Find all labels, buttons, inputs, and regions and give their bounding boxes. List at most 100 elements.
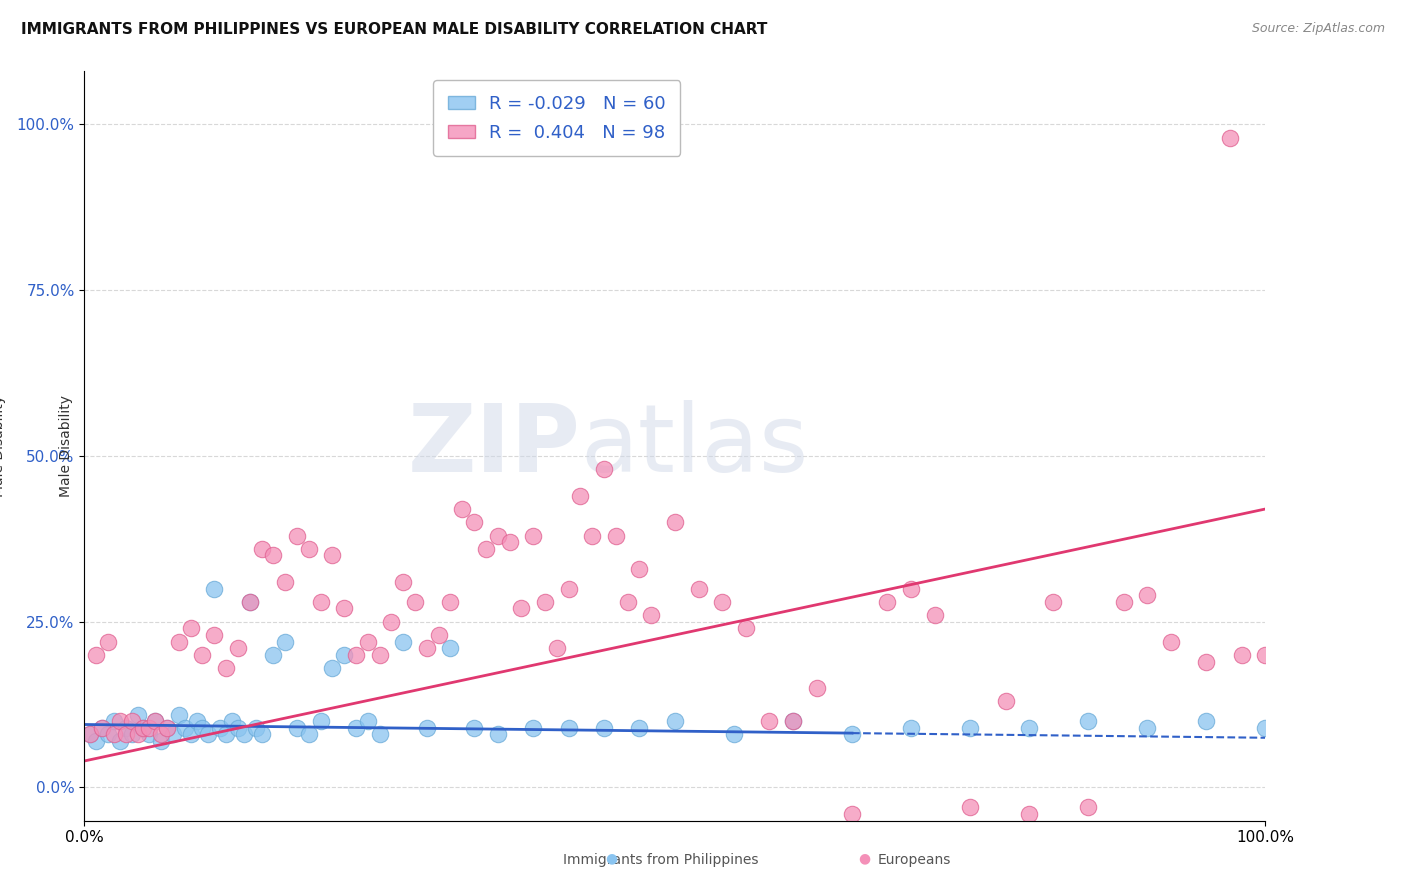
Point xyxy=(262,549,284,563)
Point xyxy=(368,648,391,662)
Point xyxy=(357,634,380,648)
Point xyxy=(664,515,686,529)
Point xyxy=(186,714,208,728)
Point xyxy=(309,714,332,728)
Point xyxy=(1160,634,1182,648)
Point xyxy=(250,727,273,741)
Point xyxy=(782,714,804,728)
Point xyxy=(841,727,863,741)
Point xyxy=(150,727,173,741)
Point xyxy=(593,721,616,735)
Point xyxy=(121,727,143,741)
Point xyxy=(416,641,439,656)
Point xyxy=(734,621,756,635)
Point xyxy=(416,721,439,735)
Text: ZIP: ZIP xyxy=(408,400,581,492)
Point xyxy=(664,714,686,728)
Text: Immigrants from Philippines: Immigrants from Philippines xyxy=(562,853,759,867)
Point xyxy=(191,721,214,735)
Point xyxy=(298,727,321,741)
Point xyxy=(84,734,107,748)
Text: Europeans: Europeans xyxy=(877,853,950,867)
Point xyxy=(274,634,297,648)
Point xyxy=(486,727,509,741)
Point xyxy=(900,582,922,596)
Point xyxy=(1018,807,1040,822)
Text: IMMIGRANTS FROM PHILIPPINES VS EUROPEAN MALE DISABILITY CORRELATION CHART: IMMIGRANTS FROM PHILIPPINES VS EUROPEAN … xyxy=(21,22,768,37)
Point xyxy=(392,634,415,648)
Point xyxy=(463,515,485,529)
Point xyxy=(841,807,863,822)
Point xyxy=(510,601,533,615)
Point xyxy=(127,727,149,741)
Point xyxy=(239,595,262,609)
Y-axis label: Male Disability: Male Disability xyxy=(0,395,6,497)
Point xyxy=(723,727,745,741)
Point xyxy=(79,727,101,741)
Point xyxy=(1254,648,1277,662)
Point xyxy=(569,489,592,503)
Point xyxy=(475,541,498,556)
Point xyxy=(180,621,202,635)
Point xyxy=(581,528,603,542)
Point xyxy=(132,721,155,735)
Point xyxy=(202,582,225,596)
Point xyxy=(108,714,131,728)
Point xyxy=(427,628,450,642)
Point xyxy=(143,714,166,728)
Point xyxy=(1136,721,1159,735)
Point xyxy=(959,800,981,814)
Point xyxy=(1254,721,1277,735)
Point xyxy=(226,641,249,656)
Point xyxy=(1077,714,1099,728)
Point xyxy=(1195,655,1218,669)
Point xyxy=(285,528,308,542)
Point xyxy=(368,727,391,741)
Point xyxy=(357,714,380,728)
Point xyxy=(758,714,780,728)
Point xyxy=(121,714,143,728)
Point xyxy=(534,595,557,609)
Point xyxy=(439,595,461,609)
Point xyxy=(392,574,415,589)
Point xyxy=(924,608,946,623)
Point xyxy=(143,714,166,728)
Point xyxy=(1195,714,1218,728)
Point xyxy=(108,734,131,748)
Point xyxy=(782,714,804,728)
Point xyxy=(298,541,321,556)
Point xyxy=(439,641,461,656)
Point xyxy=(103,727,125,741)
Point xyxy=(959,721,981,735)
Point xyxy=(876,595,898,609)
Point xyxy=(616,595,638,609)
Point xyxy=(498,535,520,549)
Point xyxy=(239,595,262,609)
Point xyxy=(522,528,544,542)
Point xyxy=(232,727,254,741)
Text: Source: ZipAtlas.com: Source: ZipAtlas.com xyxy=(1251,22,1385,36)
Point xyxy=(628,562,651,576)
Y-axis label: Male Disability: Male Disability xyxy=(59,395,73,497)
Point xyxy=(546,641,568,656)
Point xyxy=(127,707,149,722)
Point xyxy=(150,734,173,748)
Point xyxy=(522,721,544,735)
Point xyxy=(156,721,179,735)
Text: atlas: atlas xyxy=(581,400,808,492)
Point xyxy=(285,721,308,735)
Point xyxy=(138,727,160,741)
Point xyxy=(557,582,579,596)
Point xyxy=(215,727,238,741)
Point xyxy=(221,714,243,728)
Point xyxy=(91,721,114,735)
Point xyxy=(103,714,125,728)
Point xyxy=(114,727,136,741)
Point xyxy=(79,727,101,741)
Point xyxy=(162,727,184,741)
Point xyxy=(97,634,120,648)
Point xyxy=(262,648,284,662)
Point xyxy=(333,601,356,615)
Point xyxy=(344,648,367,662)
Text: ●: ● xyxy=(859,851,870,865)
